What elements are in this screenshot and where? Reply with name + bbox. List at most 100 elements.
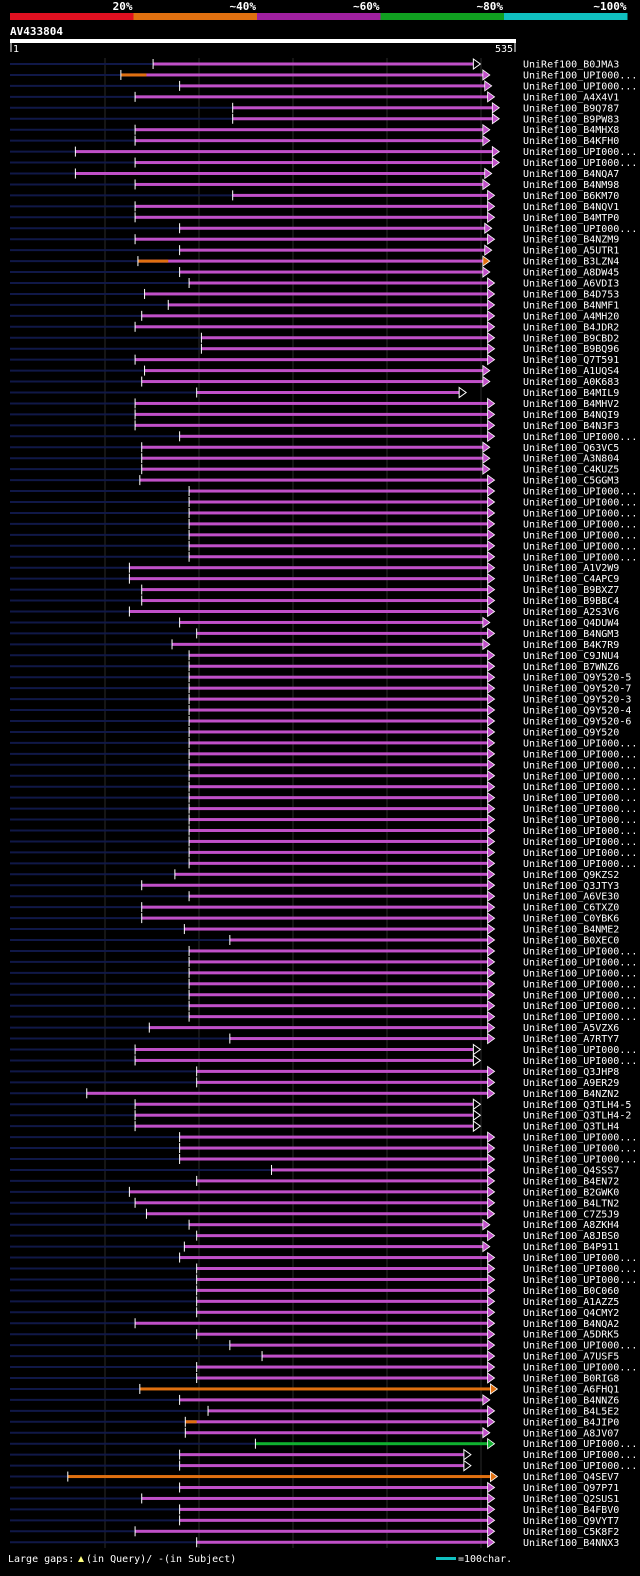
hit-bar[interactable] — [141, 456, 483, 460]
hit-label[interactable]: UniRef100_A1V2W9 — [523, 563, 619, 574]
hit-bar[interactable] — [196, 1234, 488, 1238]
hit-label[interactable]: UniRef100_B4N3F3 — [523, 421, 619, 432]
hit-bar[interactable] — [135, 1529, 488, 1533]
hit-row[interactable]: UniRef100_UPI000... — [10, 1010, 637, 1024]
hit-label[interactable]: UniRef100_A8ZKH4 — [523, 1220, 619, 1231]
hit-label[interactable]: UniRef100_A5UTR1 — [523, 246, 619, 257]
hit-label[interactable]: UniRef100_A6VE30 — [523, 892, 619, 903]
hit-bar[interactable] — [135, 1321, 488, 1325]
hit-bar[interactable] — [189, 861, 488, 865]
hit-label[interactable]: UniRef100_B4K7R9 — [523, 640, 619, 651]
hit-label[interactable]: UniRef100_UPI000... — [523, 760, 637, 771]
hit-bar[interactable] — [189, 807, 488, 811]
hit-label[interactable]: UniRef100_UPI000... — [523, 432, 637, 443]
hit-bar[interactable] — [189, 500, 488, 504]
hit-bar[interactable] — [189, 730, 488, 734]
hit-label[interactable]: UniRef100_B0XEC0 — [523, 936, 619, 947]
hit-label[interactable]: UniRef100_Q3JTY3 — [523, 881, 619, 892]
hit-row[interactable]: UniRef100_A3N804 — [10, 452, 619, 465]
hit-label[interactable]: UniRef100_Q9Y520-6 — [523, 717, 631, 728]
hit-bar[interactable] — [189, 555, 488, 559]
hit-label[interactable]: UniRef100_UPI000... — [523, 541, 637, 552]
hit-row[interactable]: UniRef100_C5GGM3 — [10, 474, 619, 487]
hit-label[interactable]: UniRef100_Q97P71 — [523, 1483, 619, 1494]
hit-label[interactable]: UniRef100_UPI000... — [523, 1264, 637, 1275]
hit-label[interactable]: UniRef100_Q4SEV7 — [523, 1472, 619, 1483]
hit-row[interactable]: UniRef100_Q63VC5 — [10, 441, 619, 454]
hit-bar[interactable] — [189, 522, 488, 526]
hit-bar[interactable] — [262, 1354, 488, 1358]
hit-bar[interactable] — [139, 478, 488, 482]
hit-row[interactable]: UniRef100_C5K8F2 — [10, 1525, 619, 1538]
hit-bar[interactable] — [135, 95, 488, 99]
hit-label[interactable]: UniRef100_UPI000... — [523, 1461, 637, 1472]
hit-bar[interactable] — [189, 993, 488, 997]
hit-row[interactable]: UniRef100_Q4SEV7 — [10, 1470, 619, 1484]
hit-row[interactable]: UniRef100_UPI000... — [10, 1437, 637, 1451]
hit-label[interactable]: UniRef100_Q3TLH4 — [523, 1122, 619, 1133]
hit-label[interactable]: UniRef100_B4LTN2 — [523, 1198, 619, 1209]
hit-label[interactable]: UniRef100_B4NQA7 — [523, 169, 619, 180]
hit-bar[interactable] — [135, 161, 493, 165]
hit-row[interactable]: UniRef100_B9BXZ7 — [10, 583, 619, 597]
hit-row[interactable]: UniRef100_Q4DUW4 — [10, 616, 619, 629]
hit-bar[interactable] — [141, 905, 488, 909]
hit-label[interactable]: UniRef100_A8JV07 — [523, 1428, 619, 1439]
hit-row[interactable]: UniRef100_B9BQ96 — [10, 342, 619, 356]
hit-label[interactable]: UniRef100_C4KUZ5 — [523, 465, 619, 476]
hit-bar[interactable] — [196, 1540, 488, 1544]
hit-row[interactable]: UniRef100_B4NM98 — [10, 178, 619, 191]
hit-bar[interactable] — [179, 1486, 488, 1489]
hit-label[interactable]: UniRef100_B9BBC4 — [523, 596, 619, 607]
hit-row[interactable]: UniRef100_B7WNZ6 — [10, 660, 619, 673]
hit-bar[interactable] — [189, 1223, 483, 1227]
hit-label[interactable]: UniRef100_C5K8F2 — [523, 1527, 619, 1538]
hit-label[interactable]: UniRef100_UPI000... — [523, 1133, 637, 1144]
hit-bar[interactable] — [184, 1245, 483, 1249]
hit-label[interactable]: UniRef100_A5VZX6 — [523, 1023, 619, 1034]
hit-label[interactable]: UniRef100_B0C060 — [523, 1286, 619, 1297]
hit-bar[interactable] — [135, 1113, 474, 1117]
hit-bar[interactable] — [135, 1048, 474, 1051]
hit-row[interactable]: UniRef100_UPI000... — [10, 1142, 637, 1155]
hit-label[interactable]: UniRef100_B4EN72 — [523, 1176, 619, 1187]
hit-bar[interactable] — [135, 325, 488, 329]
hit-bar[interactable] — [135, 237, 488, 241]
hit-row[interactable]: UniRef100_A7RTY7 — [10, 1032, 619, 1046]
hit-row[interactable]: UniRef100_UPI000... — [10, 69, 637, 82]
hit-bar[interactable] — [208, 1409, 488, 1413]
hit-bar[interactable] — [141, 916, 488, 920]
hit-row[interactable]: UniRef100_C6TXZ0 — [10, 901, 619, 914]
hit-label[interactable]: UniRef100_B7WNZ6 — [523, 662, 619, 673]
hit-row[interactable]: UniRef100_UPI000... — [10, 824, 637, 838]
hit-bar[interactable] — [149, 1026, 488, 1030]
hit-row[interactable]: UniRef100_B4NNX3 — [10, 1536, 619, 1549]
hit-bar[interactable] — [146, 1212, 488, 1216]
hit-bar[interactable] — [179, 1256, 488, 1260]
hit-row[interactable]: UniRef100_A1AZZ5 — [10, 1295, 619, 1308]
hit-row[interactable]: UniRef100_UPI000... — [10, 529, 637, 542]
hit-row[interactable]: UniRef100_UPI000... — [10, 1043, 637, 1057]
hit-label[interactable]: UniRef100_C4APC9 — [523, 574, 619, 585]
hit-row[interactable]: UniRef100_A7USF5 — [10, 1350, 619, 1363]
hit-row[interactable]: UniRef100_B4K7R9 — [10, 638, 619, 651]
hit-row[interactable]: UniRef100_A1V2W9 — [10, 561, 619, 575]
hit-bar[interactable] — [196, 391, 460, 394]
hit-label[interactable]: UniRef100_UPI000... — [523, 957, 637, 968]
hit-row[interactable]: UniRef100_B4JIP0 — [10, 1416, 619, 1429]
hit-row[interactable]: UniRef100_C4KUZ5 — [10, 463, 619, 476]
hit-bar[interactable] — [135, 423, 488, 427]
hit-bar[interactable] — [179, 1398, 483, 1402]
hit-row[interactable]: UniRef100_B4NQA7 — [10, 167, 619, 181]
hit-bar[interactable] — [129, 1190, 488, 1194]
hit-row[interactable]: UniRef100_B4EN72 — [10, 1175, 619, 1188]
hit-row[interactable]: UniRef100_B4NNZ6 — [10, 1394, 619, 1407]
hit-row[interactable]: UniRef100_Q9Y520-7 — [10, 682, 631, 695]
hit-bar[interactable] — [179, 1146, 488, 1150]
hit-label[interactable]: UniRef100_B9CBD2 — [523, 333, 619, 344]
hit-label[interactable]: UniRef100_Q63VC5 — [523, 443, 619, 454]
hit-bar[interactable] — [196, 1277, 488, 1281]
hit-bar[interactable] — [255, 1442, 488, 1446]
hit-row[interactable]: UniRef100_Q9Y520-4 — [10, 704, 631, 717]
hit-bar[interactable] — [189, 281, 488, 285]
